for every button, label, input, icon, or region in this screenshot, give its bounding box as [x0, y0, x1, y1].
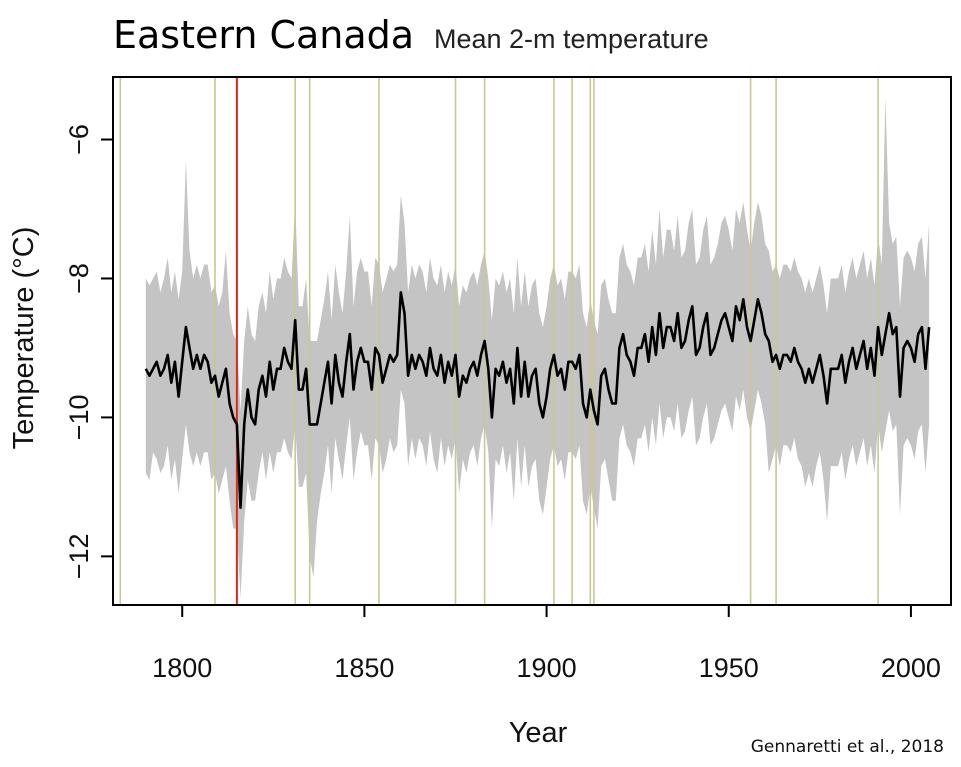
x-axis-label: Year: [509, 717, 568, 749]
chart-subtitle: Mean 2-m temperature: [434, 24, 709, 54]
mean-temperature-line: [144, 291, 931, 510]
chart-title: Eastern Canada: [113, 13, 414, 57]
y-ticks: −12 −10 −8 −6: [64, 124, 113, 579]
uncertainty-band: [145, 97, 930, 599]
y-tick-label: −8: [64, 263, 94, 294]
x-tick-label: 1950: [699, 653, 759, 683]
x-tick-label: 1900: [517, 653, 577, 683]
citation: Gennaretti et al., 2018: [751, 737, 944, 757]
plot-frame: [112, 76, 952, 606]
x-ticks: 1800 1850 1900 1950 2000: [152, 605, 941, 683]
x-tick-label: 1800: [152, 653, 212, 683]
mean-line-layer: [144, 291, 931, 510]
y-tick-label: −6: [64, 124, 94, 155]
x-tick-label: 2000: [881, 653, 941, 683]
uncertainty-band-layer: [145, 97, 930, 599]
y-tick-label: −12: [64, 533, 94, 579]
y-axis-label: Temperature (°C): [8, 227, 40, 450]
x-tick-label: 1850: [334, 653, 394, 683]
y-tick-label: −10: [64, 395, 94, 441]
